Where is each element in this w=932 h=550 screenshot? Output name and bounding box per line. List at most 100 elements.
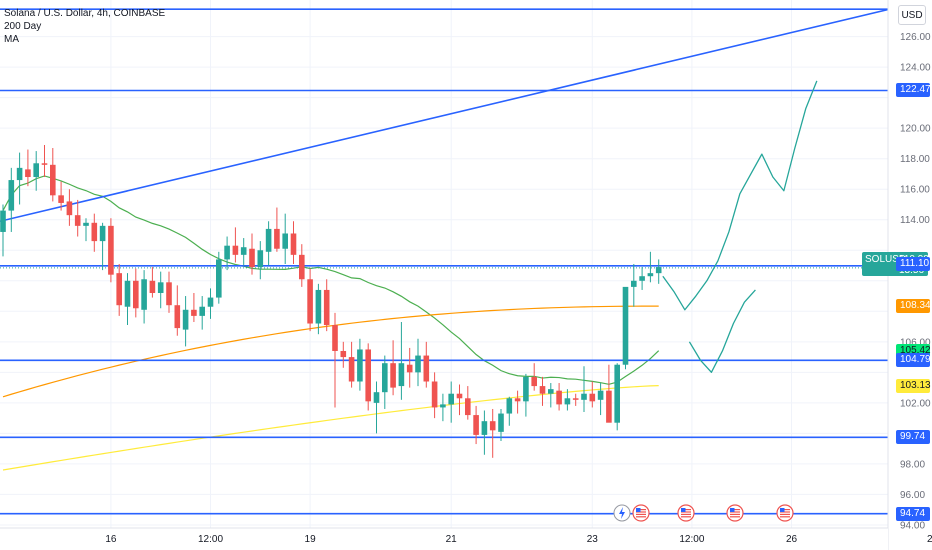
- candle-body: [431, 381, 438, 408]
- candle-body: [539, 386, 546, 394]
- candle-body: [58, 195, 64, 203]
- candlestick-series: [0, 144, 662, 458]
- candle-body: [523, 376, 529, 402]
- candle-body: [365, 349, 371, 402]
- price-badge[interactable]: 103.13: [896, 378, 931, 393]
- candle-body: [332, 325, 338, 351]
- symbol-tag-symbol: SOLUSD: [865, 254, 907, 265]
- horizontal-level-lines[interactable]: [0, 8, 888, 515]
- us-flag-event-icon[interactable]: [677, 504, 695, 522]
- candle-body: [465, 398, 471, 416]
- legend-ma-line1[interactable]: 200 Day: [4, 21, 42, 32]
- candle-body: [216, 259, 222, 298]
- candle-body: [323, 289, 330, 326]
- candle-body: [589, 393, 596, 402]
- candle-body: [41, 163, 48, 165]
- moving-average-lines: [2, 175, 660, 471]
- price-axis-tick-label: 124.00: [900, 63, 931, 74]
- candle-body: [182, 309, 189, 330]
- candle-body: [91, 222, 98, 242]
- projection-lower-path[interactable]: [688, 289, 756, 373]
- time-axis-tick-label: 12:00: [198, 534, 223, 545]
- flag-stripe-icon: [780, 516, 790, 518]
- price-badge[interactable]: 108.34: [896, 299, 931, 314]
- candle-body: [307, 279, 313, 324]
- candle-body: [25, 169, 31, 178]
- candle-body: [133, 280, 139, 309]
- candle-body: [282, 233, 288, 249]
- us-flag-event-icon[interactable]: [776, 504, 794, 522]
- candle-body: [74, 215, 81, 226]
- chart-grid: [0, 0, 888, 528]
- flag-stripe-icon: [636, 513, 646, 515]
- candle-body: [174, 305, 181, 329]
- candle-body: [357, 349, 363, 382]
- candle-body: [622, 286, 629, 365]
- price-badge[interactable]: 94.74: [896, 506, 930, 521]
- ma-green-line: [2, 175, 660, 385]
- candle-body: [647, 273, 654, 277]
- candle-body: [157, 282, 164, 293]
- candle-body: [290, 233, 297, 255]
- flag-canton-icon: [681, 508, 686, 512]
- candle-body: [548, 389, 554, 394]
- candle-body: [631, 280, 637, 287]
- candle-body: [423, 355, 430, 382]
- candle-body: [149, 280, 156, 293]
- price-axis[interactable]: 94.00 96.00 98.00 102.00 106.00 114.00 116.00 1…: [900, 32, 931, 531]
- flag-canton-icon: [636, 508, 641, 512]
- trend-line[interactable]: [0, 6, 897, 223]
- candle-body: [481, 421, 488, 435]
- candle-body: [8, 180, 15, 211]
- chart-legend: Solana / U.S. Dollar, 4h, COINBASE 200 D…: [4, 7, 165, 46]
- candle-body: [199, 306, 205, 316]
- price-badge[interactable]: 111.10: [896, 257, 930, 271]
- candle-body: [373, 392, 380, 403]
- candle-body: [498, 413, 504, 432]
- projection-upper-path[interactable]: [662, 80, 818, 311]
- price-badge[interactable]: 104.79: [896, 353, 931, 368]
- projection-drawing[interactable]: [662, 80, 818, 373]
- candle-body: [340, 350, 347, 358]
- candle-body: [50, 164, 56, 196]
- candle-body: [257, 250, 264, 268]
- lightning-glyph-icon: [619, 507, 625, 519]
- ma-orange-line: [2, 305, 659, 398]
- legend-ma-line2[interactable]: MA: [4, 34, 19, 45]
- candle-body: [398, 363, 405, 387]
- price-badge[interactable]: 99.74: [896, 430, 930, 445]
- time-axis-background: [0, 528, 888, 550]
- candle-body: [299, 254, 305, 280]
- time-axis-tick-label: 16: [105, 534, 117, 545]
- candle-body: [124, 280, 131, 307]
- candle-body: [390, 363, 396, 388]
- price-axis-tick-label: 120.00: [900, 124, 931, 135]
- candle-body: [274, 228, 280, 249]
- event-icons[interactable]: [613, 504, 794, 522]
- candle-body: [315, 289, 322, 324]
- us-flag-event-icon[interactable]: [632, 504, 650, 522]
- candle-body: [456, 393, 463, 399]
- flag-stripe-icon: [636, 516, 646, 518]
- candle-body: [116, 273, 122, 306]
- candle-body: [489, 421, 496, 431]
- ma-yellow-line: [2, 385, 659, 471]
- price-badge[interactable]: 122.47: [896, 83, 931, 98]
- price-axis-tick-label: 118.00: [900, 154, 930, 165]
- candle-body: [108, 225, 114, 275]
- price-axis-tick-label: 116.00: [900, 185, 930, 196]
- candle-body: [191, 309, 197, 316]
- legend-title[interactable]: Solana / U.S. Dollar, 4h, COINBASE: [4, 8, 166, 19]
- candle-body: [531, 376, 537, 387]
- flag-stripe-icon: [780, 511, 790, 513]
- candle-body: [240, 247, 247, 255]
- candle-body: [639, 276, 645, 281]
- price-axis-tick-label: 98.00: [900, 459, 925, 470]
- us-flag-event-icon[interactable]: [726, 504, 744, 522]
- currency-button[interactable]: USD: [898, 5, 926, 25]
- candle-body: [166, 282, 172, 306]
- candle-body: [406, 364, 413, 373]
- price-axis-tick-label: 106.00: [900, 337, 931, 348]
